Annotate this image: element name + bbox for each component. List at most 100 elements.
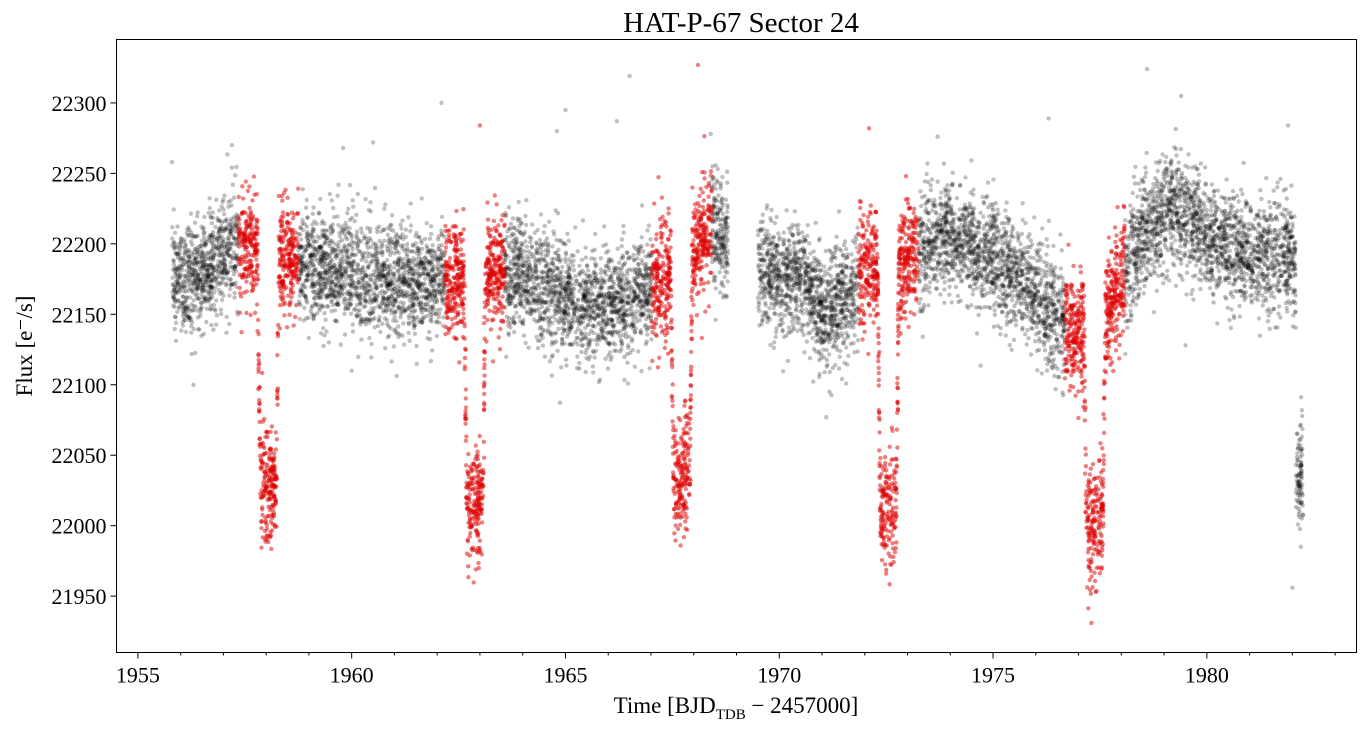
data-point <box>377 314 382 320</box>
data-point <box>614 348 619 354</box>
data-point <box>354 313 359 319</box>
data-point <box>524 197 529 203</box>
data-point <box>1236 219 1242 224</box>
data-point <box>725 279 730 284</box>
data-point <box>811 379 816 384</box>
data-point <box>305 215 310 220</box>
data-point <box>369 355 374 360</box>
data-point <box>369 306 374 311</box>
data-point <box>1178 244 1183 249</box>
data-point <box>1004 229 1009 235</box>
data-point <box>538 256 544 262</box>
data-point <box>545 253 550 258</box>
data-point <box>1154 288 1160 293</box>
data-point <box>1223 278 1228 283</box>
data-point <box>1004 200 1009 205</box>
data-point <box>1137 279 1142 284</box>
data-point <box>1271 188 1276 193</box>
data-point <box>784 266 789 271</box>
data-point <box>191 252 196 257</box>
data-point <box>171 240 176 246</box>
data-point <box>563 311 568 316</box>
data-point <box>1020 316 1025 321</box>
data-point <box>1217 226 1222 231</box>
data-point <box>783 301 788 307</box>
data-point <box>823 296 828 302</box>
data-point <box>298 225 303 230</box>
data-point <box>771 345 776 350</box>
data-point <box>724 209 730 215</box>
data-point <box>948 229 953 234</box>
data-point <box>826 292 831 297</box>
data-point <box>791 282 797 288</box>
data-point <box>1221 236 1227 242</box>
data-point <box>214 298 219 303</box>
data-point <box>560 337 565 342</box>
data-point <box>931 257 936 262</box>
data-point <box>1300 413 1305 419</box>
data-point <box>933 266 938 271</box>
data-point <box>179 328 184 333</box>
data-point <box>1273 242 1279 247</box>
data-point <box>553 273 559 278</box>
data-point <box>1160 272 1166 277</box>
data-point <box>607 342 612 347</box>
data-point <box>380 321 385 326</box>
data-point <box>181 294 186 300</box>
data-point <box>971 235 977 240</box>
data-point <box>602 279 607 284</box>
data-point <box>811 346 817 352</box>
data-point <box>1226 254 1232 259</box>
data-point <box>320 255 325 261</box>
data-point <box>1040 226 1045 231</box>
data-point <box>336 293 341 298</box>
data-point <box>590 364 596 369</box>
data-point <box>956 299 961 305</box>
data-point <box>1057 375 1062 380</box>
data-point <box>1052 328 1057 333</box>
data-point <box>575 249 580 254</box>
data-point <box>172 304 177 310</box>
data-point <box>1014 284 1020 289</box>
data-point <box>609 317 614 323</box>
data-point <box>1184 178 1190 184</box>
data-point <box>622 320 627 325</box>
data-point <box>991 177 996 182</box>
data-point <box>517 285 522 290</box>
data-point <box>552 232 557 237</box>
data-point <box>520 321 525 326</box>
data-point <box>1051 330 1057 336</box>
data-point <box>1163 160 1168 165</box>
data-point <box>516 199 521 205</box>
data-point <box>768 216 773 221</box>
data-point <box>926 303 931 308</box>
data-point <box>976 230 981 235</box>
data-point <box>822 330 828 335</box>
data-point <box>917 233 922 239</box>
data-point <box>855 225 860 230</box>
data-point <box>521 333 527 338</box>
data-point <box>577 282 583 287</box>
data-point <box>1142 188 1147 193</box>
data-point <box>182 252 188 257</box>
data-point <box>1264 308 1270 314</box>
data-point <box>781 230 786 235</box>
data-point <box>784 208 789 213</box>
data-point <box>1025 327 1030 333</box>
data-point <box>788 230 793 235</box>
data-point <box>643 322 648 328</box>
data-point <box>354 233 359 238</box>
data-point <box>560 285 565 290</box>
data-point <box>1290 221 1295 227</box>
data-point <box>1146 204 1152 209</box>
data-point <box>222 193 227 198</box>
data-point <box>1016 263 1022 268</box>
data-point <box>1000 309 1005 315</box>
data-point <box>831 316 836 322</box>
data-point <box>974 331 980 336</box>
data-point <box>925 161 930 166</box>
data-point <box>805 323 810 328</box>
data-point <box>843 246 849 252</box>
data-point <box>1195 227 1201 232</box>
data-point <box>433 254 438 259</box>
